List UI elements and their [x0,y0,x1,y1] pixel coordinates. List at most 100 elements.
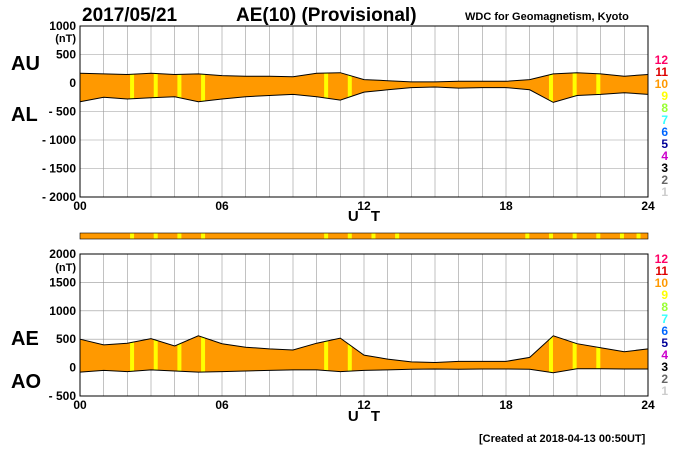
legend-item: 6 [661,125,668,139]
index-label-bottom: AL [11,104,38,126]
highlight-stripe [596,335,601,373]
y-tick-label: - 500 [49,389,77,403]
legend-item: 11 [655,65,668,79]
highlight-stripe [548,72,553,103]
highlight-stripe [177,72,182,103]
y-tick-label: 2000 [49,247,76,261]
band-area [80,335,648,373]
legend-item: 4 [661,149,668,163]
y-tick-label: 1500 [49,275,76,289]
legend-item: 4 [661,348,668,362]
y-tick-label: 0 [69,361,76,375]
x-tick-label: 24 [641,398,655,412]
legend-item: 6 [661,324,668,338]
legend-item: 9 [661,89,668,103]
plot-frame [79,25,649,198]
count-bar-marker [596,233,601,239]
unit-label: (nT) [55,33,76,45]
y-tick-label: - 500 [49,105,77,119]
legend-item: 7 [661,312,668,326]
highlight-stripe [572,72,577,103]
count-bar-marker [153,233,158,239]
plot-frame [79,253,649,397]
highlight-stripe [347,335,352,373]
highlight-stripe [153,72,158,103]
highlight-stripe [324,335,329,373]
count-bar-marker [347,233,352,239]
series-line-au [79,72,649,83]
y-tick-label: 500 [56,332,76,346]
source-label: WDC for Geomagnetism, Kyoto [465,11,629,23]
unit-label: (nT) [55,262,76,274]
x-tick-label: 24 [641,199,655,213]
date-title: 2017/05/21 [82,5,178,26]
highlight-stripe [153,335,158,373]
count-bar-marker [636,233,641,239]
y-tick-label: - 1500 [42,162,76,176]
legend-item: 7 [661,113,668,127]
highlight-stripe [347,72,352,103]
legend-item: 12 [655,53,669,67]
index-label-top: AE [11,328,39,350]
highlight-stripe [324,72,329,103]
index-label-bottom: AO [11,371,41,393]
count-bar-marker [395,233,400,239]
chart-title: AE(10) (Provisional) [236,5,417,26]
y-tick-label: - 1000 [42,133,76,147]
highlight-stripe [177,335,182,373]
y-tick-label: - 2000 [42,190,76,204]
index-label-top: AU [11,53,40,75]
legend-item: 8 [661,101,668,115]
legend-item: 3 [661,360,668,374]
count-bar-marker [619,233,624,239]
legend-item: 10 [655,77,669,91]
highlight-stripe [201,72,206,103]
count-bar-marker [324,233,329,239]
highlight-stripes [130,335,601,373]
station-count-bar [79,232,649,240]
y-tick-label: 1000 [49,304,76,318]
x-tick-label: 12 [357,398,371,412]
au-al-panel: 1000 500 0 - 500 - 1000 - 1500 - 2000 (nT) 00 06 1… [11,19,655,225]
x-tick-label: 00 [73,199,87,213]
highlight-stripes [130,72,601,103]
count-bar-marker [371,233,376,239]
created-timestamp: [Created at 2018-04-13 00:50UT] [479,433,646,445]
series-line-ao [79,368,648,374]
count-bar-marker [525,233,530,239]
legend-item: 5 [661,137,668,151]
y-tick-label: 1000 [49,19,76,33]
highlight-stripe [130,335,135,373]
x-tick-label: 12 [357,199,371,213]
legend-item: 9 [661,288,668,302]
count-bar-fill [79,232,649,240]
legend-item: 5 [661,336,668,350]
count-bar-marker [177,233,182,239]
legend-item: 11 [655,264,668,278]
highlight-stripe [201,335,206,373]
x-tick-label: 06 [215,199,229,213]
y-tick-label: 500 [56,48,76,62]
x-axis-label: U T [348,408,384,425]
x-tick-label: 18 [499,398,513,412]
series-line-al [79,86,649,103]
highlight-stripe [548,335,553,373]
series-line-ae [79,335,649,364]
highlight-stripe [130,72,135,103]
legend-item: 1 [661,384,668,398]
legend-item: 3 [661,161,668,175]
count-bar-marker [130,233,135,239]
highlight-stripe [596,72,601,103]
ae-ao-panel: 2000 1500 1000 500 0 - 500 (nT) 00 06 12 18 24 U T AE… [11,247,655,425]
x-tick-label: 18 [499,199,513,213]
x-axis-label: U T [348,208,384,225]
legend-item: 2 [661,173,668,187]
legend-item: 8 [661,300,668,314]
count-bar-marker [201,233,206,239]
legend-item: 10 [655,276,669,290]
legend-item: 12 [655,252,669,266]
highlight-stripe [572,335,577,373]
legend-item: 2 [661,372,668,386]
